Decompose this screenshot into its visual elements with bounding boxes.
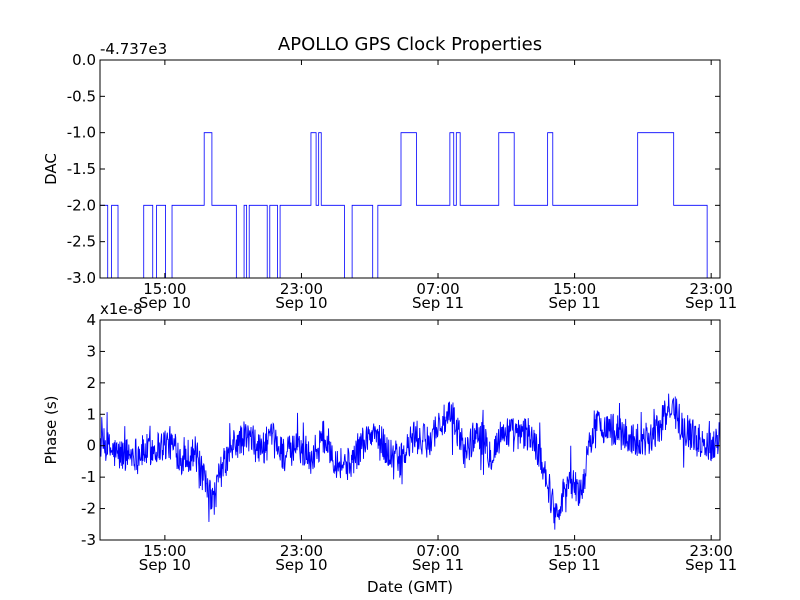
dac-series-line (100, 132, 720, 278)
y-tick-label: -3.0 (67, 269, 96, 287)
x-tick-date-label: Sep 10 (275, 556, 327, 574)
x-tick-time-label: 23:00 (280, 542, 323, 560)
y-tick-label: 0 (86, 437, 96, 455)
x-tick-time-label: 15:00 (553, 542, 596, 560)
axis-offset-label: -4.737e3 (100, 40, 167, 58)
x-tick-date-label: Sep 10 (139, 556, 191, 574)
chart-title: APOLLO GPS Clock Properties (278, 34, 542, 55)
y-tick-label: 4 (86, 311, 96, 329)
y-axis-label: DAC (42, 153, 60, 185)
x-tick-date-label: Sep 11 (412, 556, 464, 574)
x-tick-date-label: Sep 11 (685, 294, 737, 312)
y-tick-label: -0.5 (67, 87, 96, 105)
x-tick-date-label: Sep 11 (412, 294, 464, 312)
y-tick-label: -1.0 (67, 124, 96, 142)
x-tick-date-label: Sep 11 (549, 294, 601, 312)
axes-frame (99, 319, 721, 541)
y-tick-label: 2 (86, 374, 96, 392)
x-tick-time-label: 15:00 (553, 280, 596, 298)
y-axis-label: Phase (s) (42, 395, 60, 464)
y-tick-label: -2.5 (67, 233, 96, 251)
y-tick-label: -2 (81, 500, 96, 518)
x-tick-time-label: 23:00 (280, 280, 323, 298)
y-tick-label: -1 (81, 468, 96, 486)
y-tick-label: 1 (86, 405, 96, 423)
axis-offset-label: x1e-8 (100, 300, 143, 318)
x-tick-date-label: Sep 10 (139, 294, 191, 312)
x-tick-time-label: 07:00 (416, 542, 459, 560)
x-axis-label: Date (GMT) (367, 578, 453, 596)
x-tick-time-label: 15:00 (143, 280, 186, 298)
x-tick-time-label: 23:00 (690, 280, 733, 298)
y-tick-label: -2.0 (67, 196, 96, 214)
x-tick-date-label: Sep 11 (549, 556, 601, 574)
x-tick-time-label: 23:00 (690, 542, 733, 560)
x-tick-date-label: Sep 10 (275, 294, 327, 312)
y-tick-label: 3 (86, 342, 96, 360)
y-tick-label: -3 (81, 531, 96, 549)
phase-series-line (100, 393, 720, 530)
x-tick-date-label: Sep 11 (685, 556, 737, 574)
x-tick-time-label: 15:00 (143, 542, 186, 560)
y-tick-label: 0.0 (72, 51, 96, 69)
y-tick-label: -1.5 (67, 160, 96, 178)
x-tick-time-label: 07:00 (416, 280, 459, 298)
